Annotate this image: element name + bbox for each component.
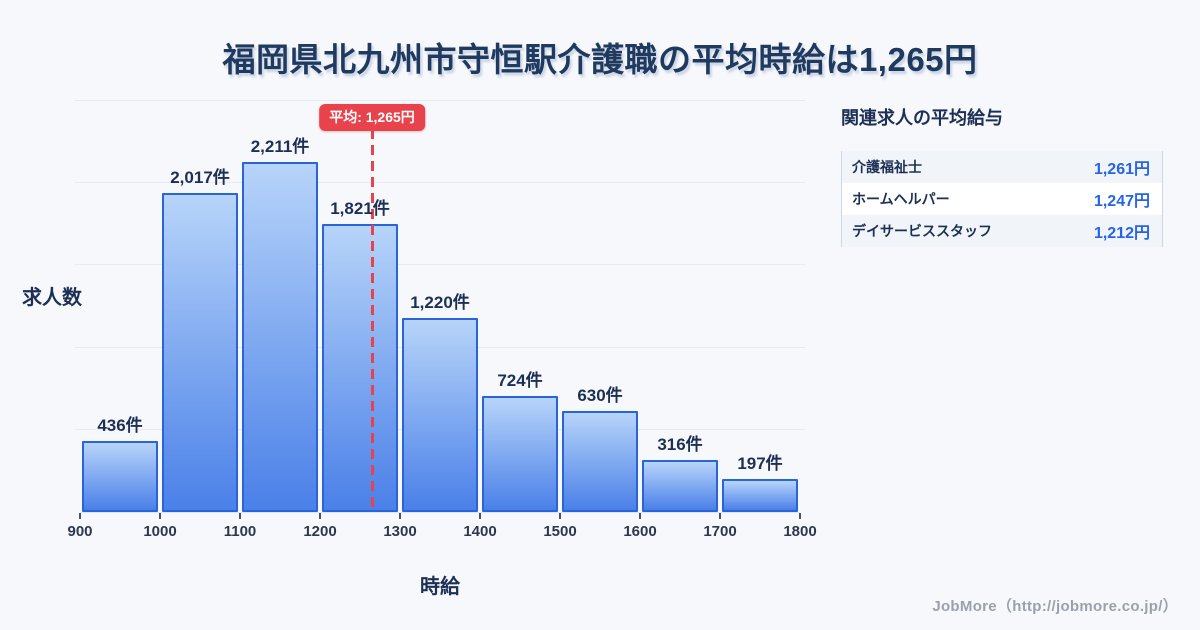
axis-tick-label: 1300 [383, 523, 417, 540]
average-label: 平均: 1,265円 [319, 104, 425, 131]
bar-value-label: 1,821件 [330, 199, 390, 218]
bar-value-label: 197件 [737, 454, 783, 473]
table-row: ホームヘルパー 1,247円 [842, 183, 1162, 215]
job-label: 介護福祉士 [852, 159, 922, 175]
axis-tick-label: 1800 [783, 523, 817, 540]
bar-value-label: 436件 [97, 416, 143, 435]
table-row: 介護福祉士 1,261円 [842, 151, 1162, 183]
axis-tick [479, 513, 481, 519]
plot-area: 436件 2,017件 2,211件 1,821件 1,220件 724件 630件 316件… [75, 100, 805, 513]
bar-value-label: 316件 [657, 435, 703, 454]
average-line [370, 129, 374, 512]
axis-tick [639, 513, 641, 519]
axis-tick [79, 513, 81, 519]
histogram-bar [562, 411, 638, 512]
gridline [75, 182, 805, 184]
axis-tick [399, 513, 401, 519]
histogram-bar [82, 441, 158, 512]
bar-value-label: 2,017件 [170, 168, 230, 187]
bar-value-label: 724件 [497, 371, 543, 390]
axis-tick [319, 513, 321, 519]
axis-tick [719, 513, 721, 519]
gridline [75, 264, 805, 266]
histogram-bar [322, 224, 398, 512]
page-title: 福岡県北九州市守恒駅介護職の平均時給は1,265円 [222, 41, 978, 78]
histogram-bar [162, 193, 238, 512]
bar-value-label: 1,220件 [410, 293, 470, 312]
y-axis-title: 求人数 [22, 287, 82, 309]
histogram-bar [482, 396, 558, 512]
histogram-bar [402, 318, 478, 512]
related-jobs-table: 介護福祉士 1,261円 ホームヘルパー 1,247円 デイサービススタッフ 1… [841, 151, 1163, 247]
axis-tick-label: 1200 [303, 523, 337, 540]
histogram-bar [242, 162, 318, 512]
axis-tick-label: 1500 [543, 523, 577, 540]
axis-tick-label: 900 [67, 523, 93, 540]
table-row: デイサービススタッフ 1,212円 [842, 215, 1162, 247]
histogram-chart: 436件 2,017件 2,211件 1,821件 1,220件 724件 630件 316件… [67, 100, 817, 598]
axis-tick [239, 513, 241, 519]
histogram-bar [642, 460, 718, 512]
axis-tick-label: 1600 [623, 523, 657, 540]
axis-tick-label: 1100 [223, 523, 257, 540]
x-axis-title: 時給 [420, 576, 460, 598]
axis-tick [159, 513, 161, 519]
histogram-bar [722, 479, 798, 512]
job-wage-value: 1,247円 [1093, 193, 1150, 210]
job-wage-value: 1,261円 [1093, 161, 1150, 178]
job-label: ホームヘルパー [852, 191, 950, 207]
axis-tick [799, 513, 801, 519]
bar-value-label: 2,211件 [250, 137, 310, 156]
axis-tick-label: 1700 [703, 523, 737, 540]
axis-tick-label: 1000 [143, 523, 177, 540]
gridline [75, 100, 805, 101]
panel-title: 関連求人の平均給与 [841, 108, 1003, 128]
job-wage-value: 1,212円 [1093, 225, 1150, 242]
job-label: デイサービススタッフ [852, 223, 992, 239]
axis-tick [559, 513, 561, 519]
footer-credit: JobMore（http://jobmore.co.jp/） [932, 598, 1178, 615]
bar-value-label: 630件 [577, 386, 623, 405]
related-jobs-panel: 関連求人の平均給与 介護福祉士 1,261円 ホームヘルパー 1,247円 デイ… [841, 104, 1163, 247]
axis-tick-label: 1400 [463, 523, 497, 540]
